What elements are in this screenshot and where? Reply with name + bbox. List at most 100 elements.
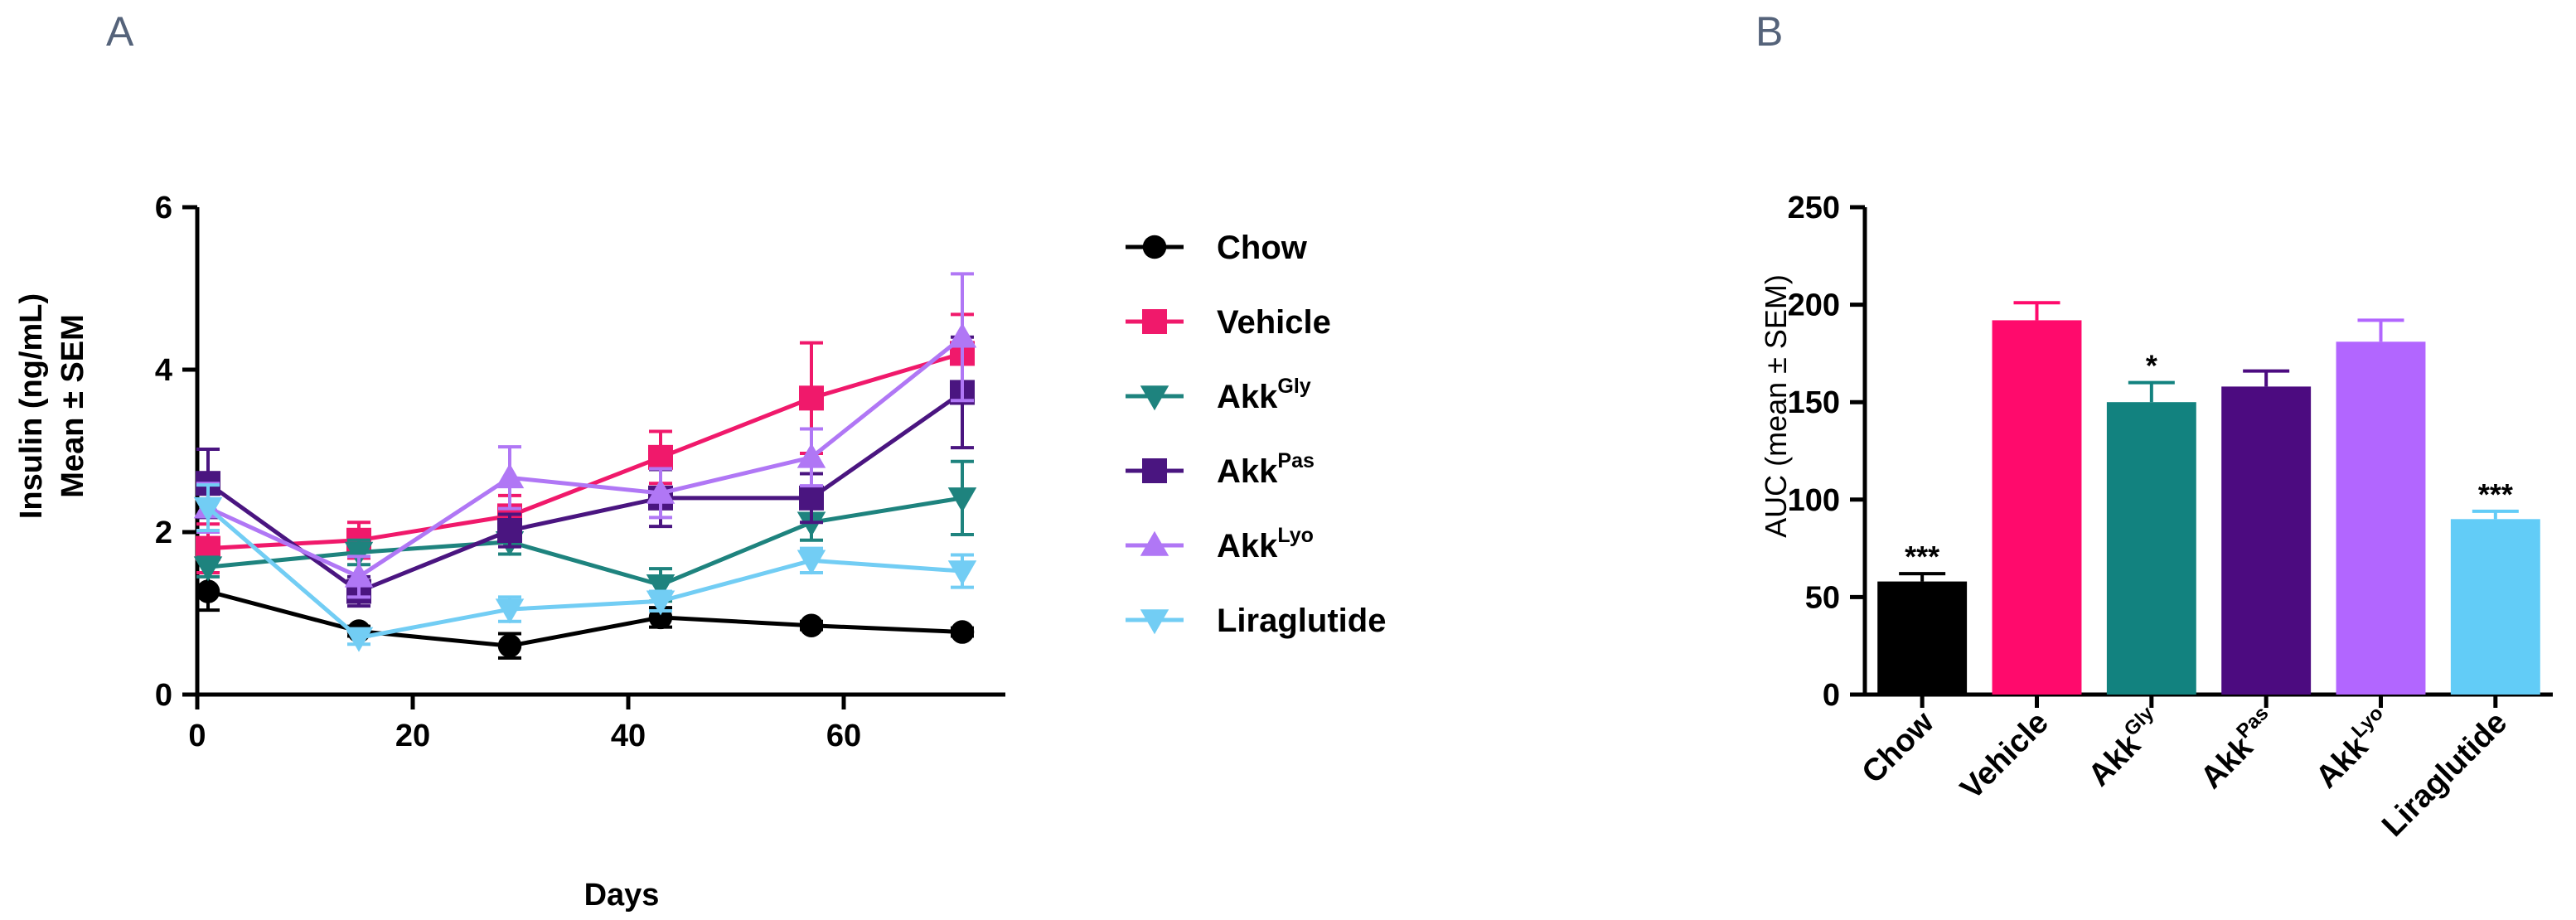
bar-chow-category-label-base: Chow [1856, 705, 1941, 790]
legend-akklyo-label-sup: Lyo [1277, 524, 1314, 547]
bar-y-tick-label: 0 [1823, 678, 1840, 713]
legend-akklyo-label: AkkLyo [1217, 524, 1314, 564]
bar-chow [1877, 581, 1968, 695]
bar-chow-group: *** [1877, 540, 1968, 695]
series-akklyo-point [495, 463, 525, 489]
bar-akkpas-category-label: AkkPas [2191, 702, 2285, 796]
legend-liraglutide-label: Liraglutide [1217, 603, 1386, 639]
legend-akkgly: AkkGly [1126, 375, 1311, 415]
legend-akkpas-label-sup: Pas [1277, 449, 1314, 472]
bar-akklyo-group [2336, 318, 2426, 695]
series-akkgly-point [193, 556, 223, 582]
bar-akklyo [2336, 341, 2426, 695]
series-liraglutide-line [206, 506, 963, 641]
legend-akkgly-label: AkkGly [1217, 375, 1311, 415]
bar-vehicle-category-label-base: Vehicle [1954, 705, 2055, 806]
legend-chow-label: Chow [1217, 230, 1308, 266]
bar-akkgly-group: * [2106, 349, 2196, 695]
legend-akklyo-label-base: Akk [1217, 528, 1278, 564]
series-vehicle [196, 312, 975, 574]
bar-y-tick-label: 50 [1805, 580, 1840, 615]
bar-akkpas [2221, 386, 2312, 695]
legend-akklyo: AkkLyo [1126, 524, 1314, 564]
series-liraglutide-point [193, 496, 223, 522]
legend-chow-marker [1142, 235, 1167, 259]
y-tick-label: 4 [155, 353, 172, 388]
bar-y-tick-label: 100 [1788, 483, 1840, 518]
bar-y-tick-label: 150 [1788, 385, 1840, 420]
bar-vehicle-category-label: Vehicle [1954, 705, 2055, 806]
bar-y-tick-label: 250 [1788, 191, 1840, 225]
y-tick-label: 2 [155, 516, 172, 550]
bar-chow-category: Chow [1856, 705, 1941, 790]
series-liraglutide-point [797, 550, 826, 575]
series-chow-point [196, 579, 220, 603]
bar-chow-category-label: Chow [1856, 705, 1941, 790]
bar-liraglutide [2450, 519, 2540, 695]
bar-chow-significance: *** [1905, 540, 1939, 574]
legend-vehicle-marker [1142, 309, 1167, 334]
series-chow-point [950, 620, 975, 644]
legend-vehicle-label: Vehicle [1217, 304, 1331, 341]
x-tick-label: 40 [611, 719, 646, 753]
series-chow-point [799, 613, 824, 637]
bar-vehicle-group [1992, 301, 2082, 695]
bar-chart-bars: ******* [1877, 301, 2540, 695]
legend-akkpas-label-base: Akk [1217, 453, 1278, 490]
series-akkpas-point [497, 518, 522, 544]
legend-liraglutide: Liraglutide [1126, 603, 1386, 639]
series-liraglutide-point [947, 560, 977, 586]
bar-vehicle-category: Vehicle [1954, 705, 2055, 806]
y-tick-label: 6 [155, 191, 172, 225]
series-akkgly-point [646, 574, 675, 599]
legend-akkgly-label-sup: Gly [1277, 375, 1310, 398]
bar-akkgly-category-label: AkkGly [2079, 702, 2170, 793]
panel-letter-b: B [1755, 8, 1783, 55]
series-akkgly-point [797, 511, 826, 537]
series-akkpas-point [799, 485, 824, 511]
series-chow [196, 571, 975, 660]
x-tick-label: 20 [395, 719, 430, 753]
legend-chow-label-base: Chow [1217, 230, 1308, 266]
series-akkgly-line [207, 496, 963, 588]
series-liraglutide-point [495, 598, 525, 624]
series-vehicle-line [207, 351, 963, 551]
series-vehicle-point [799, 385, 824, 411]
bar-akkpas-group [2221, 369, 2312, 695]
legend-akkgly-label-base: Akk [1217, 379, 1278, 415]
bar-liraglutide-significance: *** [2478, 477, 2513, 511]
bar-akklyo-category: AkkLyo [2307, 702, 2399, 795]
legend-liraglutide-marker [1140, 609, 1169, 635]
series-akklyo-point [947, 322, 977, 348]
series-chow-point [497, 633, 522, 658]
legend-akkpas-marker [1142, 458, 1167, 483]
series-chow-line [207, 589, 963, 648]
bar-chart-panel: 0 50 100 150 200 250 Chow Vehicle AkkGlyAkkPasAk… [1759, 191, 2553, 844]
legend-chow: Chow [1126, 230, 1308, 266]
bar-akkgly-category: AkkGly [2079, 702, 2170, 793]
bar-y-axis-title: AUC (mean ± SEM) [1759, 274, 1793, 538]
series-akklyo [193, 272, 977, 599]
bar-akkgly [2106, 402, 2196, 695]
series-vehicle-point [648, 444, 673, 470]
y-tick-label: 0 [155, 678, 172, 713]
legend-akklyo-marker [1140, 530, 1169, 556]
bar-akklyo-category-label: AkkLyo [2307, 702, 2399, 795]
x-tick-label: 60 [826, 719, 861, 753]
legend-vehicle-label-base: Vehicle [1217, 304, 1331, 341]
series-liraglutide-point [344, 627, 374, 652]
legend-akkpas-label: AkkPas [1217, 449, 1315, 490]
line-chart-series [193, 272, 977, 660]
x-axis-title: Days [584, 878, 660, 913]
series-liraglutide [193, 483, 977, 652]
panel-letter-a: A [106, 8, 134, 55]
series-akklyo-line [206, 335, 964, 579]
legend-vehicle: Vehicle [1126, 304, 1331, 341]
series-akklyo-point [344, 562, 374, 588]
bar-y-tick-label: 200 [1788, 288, 1840, 323]
series-akkgly-point [344, 541, 374, 567]
legend-liraglutide-label-base: Liraglutide [1217, 603, 1386, 639]
